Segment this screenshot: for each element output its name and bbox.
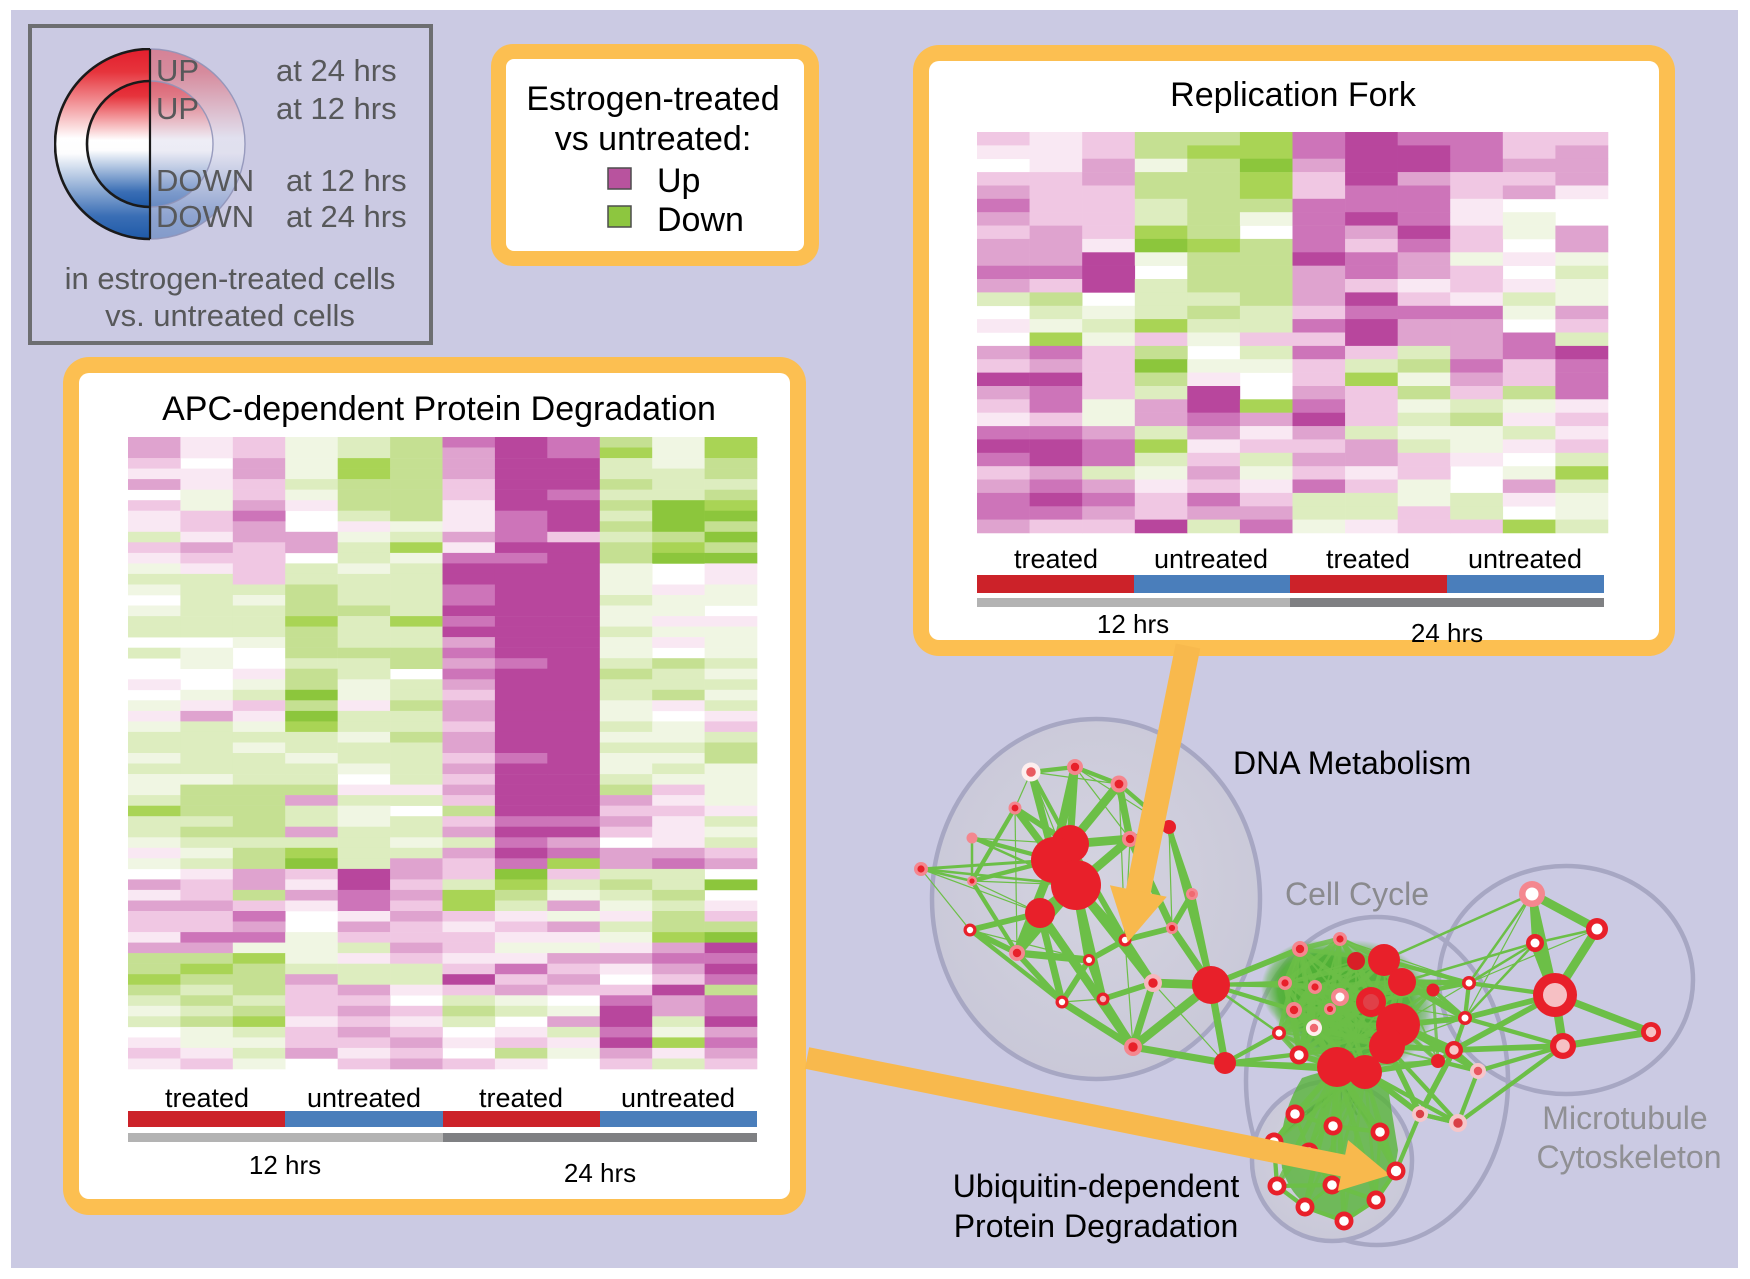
svg-text:treated: treated [1014, 544, 1098, 574]
svg-text:untreated: untreated [307, 1083, 421, 1113]
svg-text:Up: Up [657, 162, 700, 200]
svg-text:Protein Degradation: Protein Degradation [954, 1208, 1239, 1244]
svg-text:Replication Fork: Replication Fork [1170, 76, 1417, 114]
svg-text:Cytoskeleton: Cytoskeleton [1537, 1139, 1722, 1175]
svg-text:at 12 hrs: at 12 hrs [286, 163, 407, 198]
svg-text:at 12 hrs: at 12 hrs [276, 91, 397, 126]
svg-text:24 hrs: 24 hrs [1411, 618, 1483, 648]
svg-text:Estrogen-treated: Estrogen-treated [526, 80, 779, 118]
svg-text:UP: UP [156, 53, 199, 88]
svg-text:vs untreated:: vs untreated: [555, 120, 752, 158]
svg-text:Cell Cycle: Cell Cycle [1285, 876, 1429, 912]
svg-text:12 hrs: 12 hrs [1097, 609, 1169, 639]
svg-text:treated: treated [479, 1083, 563, 1113]
svg-text:at 24 hrs: at 24 hrs [276, 53, 397, 88]
svg-text:untreated: untreated [1468, 544, 1582, 574]
svg-text:12 hrs: 12 hrs [249, 1150, 321, 1180]
svg-text:in estrogen-treated cells: in estrogen-treated cells [65, 261, 396, 296]
svg-text:DNA Metabolism: DNA Metabolism [1233, 745, 1471, 781]
svg-text:untreated: untreated [621, 1083, 735, 1113]
svg-text:24 hrs: 24 hrs [564, 1158, 636, 1188]
svg-text:DOWN: DOWN [156, 199, 254, 234]
svg-text:Down: Down [657, 201, 744, 239]
svg-text:APC-dependent Protein Degradat: APC-dependent Protein Degradation [162, 390, 716, 428]
svg-text:at 24 hrs: at 24 hrs [286, 199, 407, 234]
svg-text:vs. untreated cells: vs. untreated cells [105, 298, 355, 333]
svg-text:treated: treated [1326, 544, 1410, 574]
svg-text:Ubiquitin-dependent: Ubiquitin-dependent [953, 1168, 1240, 1204]
svg-text:UP: UP [156, 91, 199, 126]
svg-text:DOWN: DOWN [156, 163, 254, 198]
svg-text:treated: treated [165, 1083, 249, 1113]
svg-text:Microtubule: Microtubule [1542, 1100, 1707, 1136]
svg-text:untreated: untreated [1154, 544, 1268, 574]
